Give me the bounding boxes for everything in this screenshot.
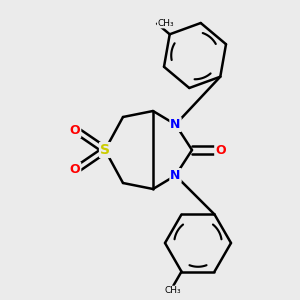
Text: N: N <box>170 118 181 131</box>
Text: CH₃: CH₃ <box>157 19 174 28</box>
Text: O: O <box>70 163 80 176</box>
Text: S: S <box>100 143 110 157</box>
Text: O: O <box>215 143 226 157</box>
Text: O: O <box>70 124 80 137</box>
Text: N: N <box>170 169 181 182</box>
Text: CH₃: CH₃ <box>165 286 181 295</box>
